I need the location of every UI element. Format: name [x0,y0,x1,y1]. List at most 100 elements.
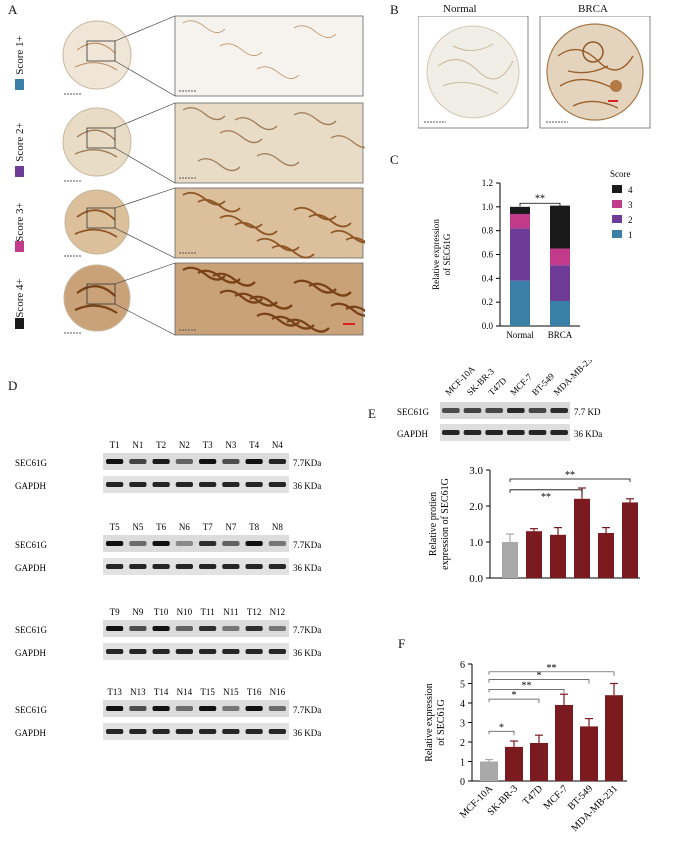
sec61g-band [199,626,217,631]
gapdh-band [106,564,124,569]
legend-label: 2 [628,215,633,225]
bar-segment [550,248,570,266]
panel-c-label: C [390,152,399,167]
score-swatch [15,241,24,252]
ihc-tissue-row [64,187,365,259]
gapdh-band [152,649,170,654]
row-label: GAPDH [15,728,47,738]
western-blot-group: T13 N13 T14 N14 T15 N15 T16 N16 SEC61G GAPDH 7.7KD… [15,687,321,740]
sec61g-band [175,459,193,464]
significance-bracket [488,679,590,684]
y-axis-label: Relative expressionof SEC61G [431,219,452,290]
sec61g-band [152,541,170,546]
gapdh-band [199,649,217,654]
legend-label: 1 [628,230,633,240]
significance-bracket [509,489,583,493]
gapdh-band [245,729,263,734]
x-tick-label: MCF-7 [542,783,571,812]
mw-label: 7.7 KD [574,407,601,417]
sec61g-band [152,459,170,464]
lane-label: T4 [249,440,259,450]
gapdh-band [152,482,170,487]
sec61g-band [152,706,170,711]
gapdh-band [507,430,525,435]
lane-label: T8 [249,522,259,532]
lane-label: T10 [154,607,169,617]
mw-label: 7.7KDa [293,458,321,468]
y-tick-label: 2 [460,738,465,749]
mw-label: 7.7KDa [293,705,321,715]
x-tick-label: Normal [506,330,534,340]
blot-strip-sec61g [103,453,289,470]
y-tick-label: 0 [460,777,465,788]
y-tick-label: 6 [460,660,465,671]
ihc-normal-brca-images [418,16,651,129]
gapdh-band [199,482,217,487]
gapdh-band [129,729,147,734]
sec61g-band [106,706,124,711]
sec61g-band [245,459,263,464]
blot-strip-gapdh [103,476,289,493]
bar-segment [510,213,530,229]
sec61g-band [129,541,147,546]
significance-mark: * [512,690,517,701]
lane-label: T3 [203,440,213,450]
gapdh-band [106,649,124,654]
legend-swatch [612,230,622,238]
western-blot-group: T5 N5 T6 N6 T7 N7 T8 N8 SEC61G GAPDH 7.7KDa 36 KDa [15,522,321,575]
significance-mark: ** [541,492,551,503]
row-label: SEC61G [15,540,48,550]
y-tick-label: 4 [460,699,465,710]
bar-segment [550,265,570,301]
row-label: SEC61G [15,458,48,468]
lane-label: T16 [247,687,262,697]
panel-a-label: A [8,2,18,17]
blot-strip-sec61g [103,535,289,552]
gapdh-band [463,430,482,435]
lane-label: T1 [110,440,120,450]
y-tick-label: 0.8 [482,226,494,236]
lane-label: N15 [223,687,239,697]
y-tick-label: 3.0 [469,465,483,477]
row-label: SEC61G [397,407,430,417]
mw-label: 36 KDa [574,429,602,439]
gapdh-band [175,482,193,487]
row-label: GAPDH [15,563,47,573]
sec61g-band [485,408,503,413]
row-label: GAPDH [15,481,47,491]
ihc-tissue-row [63,262,365,336]
y-tick-label: 1.0 [482,202,494,212]
ihc-tissue-row [62,102,365,184]
y-tick-label: 1.2 [482,178,493,188]
gapdh-band [268,729,286,734]
mw-label: 7.7KDa [293,540,321,550]
lane-label: N4 [272,440,283,450]
lane-label: N14 [177,687,193,697]
bar [505,746,523,781]
ihc-tissue-row [62,15,364,97]
score-swatch [15,79,24,90]
sec61g-band [268,706,286,711]
sec61g-band [222,459,240,464]
gapdh-band [175,564,193,569]
y-axis-label: Relative protienexpression of SEC61G [428,478,451,570]
sec61g-band [222,706,240,711]
sec61g-band [222,541,240,546]
sec61g-band [106,541,124,546]
significance-bracket [519,202,561,207]
sec61g-band [129,706,147,711]
sec61g-band [463,408,482,413]
gapdh-band [245,564,263,569]
gapdh-band [245,649,263,654]
lane-label: N8 [272,522,283,532]
western-blot-group: T1 N1 T2 N2 T3 N3 T4 N4 SEC61G GAPDH 7.7KDa 36 KDa [15,440,321,493]
brca-label: BRCA [578,3,608,15]
row-label: SEC61G [15,625,48,635]
lane-label: N11 [223,607,238,617]
lane-label: T15 [200,687,215,697]
y-tick-label: 0.0 [482,321,494,331]
bar [598,533,614,578]
score-label: Score 1+ [14,35,26,75]
legend-swatch [612,200,622,208]
y-tick-label: 1.0 [469,537,483,549]
